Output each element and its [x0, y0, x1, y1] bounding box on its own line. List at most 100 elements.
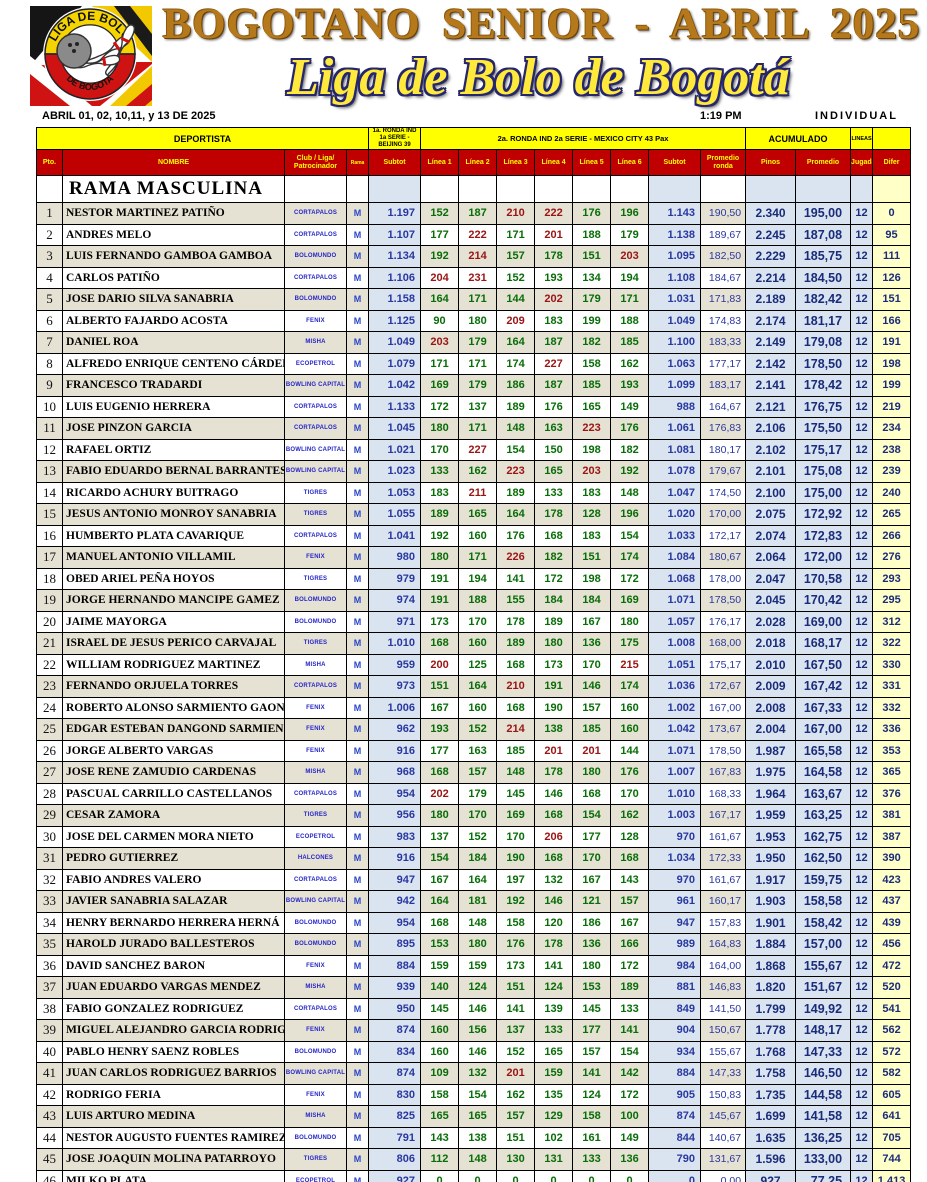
lines-played: 12: [850, 589, 874, 612]
lines-played: 12: [850, 890, 874, 913]
col-line3: Línea 3: [496, 149, 536, 176]
line-score: 210: [496, 675, 536, 698]
line-score: 141: [496, 997, 536, 1020]
table-row: 30 JOSE DEL CARMEN MORA NIETO ECOPETROL …: [36, 825, 912, 848]
player-club: FENIX: [284, 954, 347, 977]
round-average: 172,17: [700, 524, 747, 547]
line-score: 170: [610, 782, 650, 805]
player-club: BOLOMUNDO: [284, 288, 347, 311]
table-row: 40 PABLO HENRY SAENZ ROBLES BOLOMUNDO M …: [36, 1040, 912, 1063]
table-row: 2 ANDRES MELO CORTAPALOS M 1.107 177 222…: [36, 223, 912, 246]
line-score: 160: [610, 718, 650, 741]
overall-average: 195,00: [795, 202, 852, 225]
round-average: 171,83: [700, 288, 747, 311]
line-score: 152: [458, 825, 498, 848]
line-score: 133: [534, 481, 574, 504]
lines-played: 12: [850, 868, 874, 891]
total-pins: 1.987: [745, 739, 797, 762]
overall-average: 144,58: [795, 1083, 852, 1106]
total-pins: 2.018: [745, 632, 797, 655]
player-rank: 39: [36, 1019, 63, 1042]
round-average: 189,67: [700, 223, 747, 246]
line-score: 154: [496, 438, 536, 461]
line-score: 162: [496, 1083, 536, 1106]
lines-played: 12: [850, 1062, 874, 1085]
line-score: 202: [534, 288, 574, 311]
player-rank: 38: [36, 997, 63, 1020]
line-score: 164: [496, 331, 536, 354]
line-score: 170: [458, 804, 498, 827]
lines-played: 12: [850, 675, 874, 698]
player-rank: 34: [36, 911, 63, 934]
round1-subtotal: 1.197: [368, 202, 422, 225]
total-pins: 2.047: [745, 567, 797, 590]
player-club: HALCONES: [284, 847, 347, 870]
round-average: 155,67: [700, 1040, 747, 1063]
player-club: BOLOMUNDO: [284, 933, 347, 956]
total-pins: 1.917: [745, 868, 797, 891]
round2-subtotal: 1.068: [648, 567, 702, 590]
pin-difference: 191: [872, 331, 912, 354]
player-name: ALFREDO ENRIQUE CENTENO CÁRDEN: [62, 352, 285, 375]
line-score: 165: [420, 1105, 460, 1128]
total-pins: 2.149: [745, 331, 797, 354]
overall-average: 157,00: [795, 933, 852, 956]
player-club: FENIX: [284, 309, 347, 332]
player-club: CORTAPALOS: [284, 223, 347, 246]
player-gender: M: [345, 954, 370, 977]
line-score: 0: [610, 1169, 650, 1182]
line-score: 0: [572, 1169, 612, 1182]
player-name: HAROLD JURADO BALLESTEROS: [62, 933, 285, 956]
round-average: 182,50: [700, 245, 747, 268]
table-row: 39 MIGUEL ALEJANDRO GARCIA RODRIG FENIX …: [36, 1019, 912, 1042]
player-club: BOWLING CAPITAL: [284, 374, 347, 397]
line-score: 180: [420, 546, 460, 569]
line-score: 192: [496, 890, 536, 913]
line-score: 167: [420, 696, 460, 719]
player-name: JAIME MAYORGA: [62, 610, 285, 633]
table-row: 43 LUIS ARTURO MEDINA MISHA M 825 165 16…: [36, 1105, 912, 1128]
line-score: 189: [496, 395, 536, 418]
round-average: 164,67: [700, 395, 747, 418]
line-score: 183: [572, 481, 612, 504]
line-score: 177: [420, 223, 460, 246]
total-pins: 1.699: [745, 1105, 797, 1128]
total-pins: 2.028: [745, 610, 797, 633]
pin-difference: 744: [872, 1148, 912, 1171]
overall-average: 163,67: [795, 782, 852, 805]
lines-played: 12: [850, 825, 874, 848]
line-score: 201: [534, 739, 574, 762]
pin-difference: 582: [872, 1062, 912, 1085]
player-gender: M: [345, 1040, 370, 1063]
player-gender: M: [345, 481, 370, 504]
round1-subtotal: 916: [368, 847, 422, 870]
round1-subtotal: 1.045: [368, 417, 422, 440]
line-score: 109: [420, 1062, 460, 1085]
total-pins: 927: [745, 1169, 797, 1182]
pin-difference: 1.413: [872, 1169, 912, 1182]
line-score: 231: [458, 266, 498, 289]
round1-subtotal: 916: [368, 739, 422, 762]
total-pins: 1.799: [745, 997, 797, 1020]
player-club: BOLOMUNDO: [284, 1040, 347, 1063]
col-jug: Jugadas: [850, 149, 874, 176]
player-club: FENIX: [284, 1083, 347, 1106]
overall-average: 176,75: [795, 395, 852, 418]
player-name: EDGAR ESTEBAN DANGOND SARMIEN: [62, 718, 285, 741]
player-name: PEDRO GUTIERREZ: [62, 847, 285, 870]
line-score: 203: [572, 460, 612, 483]
player-club: FENIX: [284, 739, 347, 762]
round2-subtotal: 904: [648, 1019, 702, 1042]
round1-subtotal: 1.055: [368, 503, 422, 526]
line-score: 163: [458, 739, 498, 762]
pin-difference: 605: [872, 1083, 912, 1106]
round-average: 180,67: [700, 546, 747, 569]
round2-subtotal: 1.095: [648, 245, 702, 268]
pin-difference: 240: [872, 481, 912, 504]
table-row: 18 OBED ARIEL PEÑA HOYOS TIGRES M 979 19…: [36, 567, 912, 590]
line-score: 176: [496, 524, 536, 547]
lines-played: 12: [850, 331, 874, 354]
table-row: 28 PASCUAL CARRILLO CASTELLANOS CORTAPAL…: [36, 782, 912, 805]
line-score: 171: [458, 352, 498, 375]
round-average: 180,17: [700, 438, 747, 461]
